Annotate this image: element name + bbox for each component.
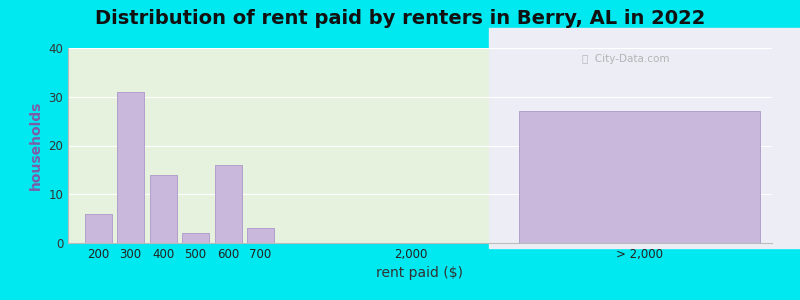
Text: ⓘ  City-Data.com: ⓘ City-Data.com	[582, 54, 670, 64]
X-axis label: rent paid ($): rent paid ($)	[377, 266, 463, 280]
Bar	[214, 165, 242, 243]
Bar	[150, 175, 177, 243]
Bar	[489, 28, 800, 248]
Y-axis label: households: households	[29, 101, 42, 190]
Bar	[519, 111, 760, 243]
Bar	[117, 92, 144, 243]
Bar	[247, 228, 274, 243]
Bar	[85, 214, 112, 243]
Text: Distribution of rent paid by renters in Berry, AL in 2022: Distribution of rent paid by renters in …	[95, 9, 705, 28]
Bar	[182, 233, 209, 243]
